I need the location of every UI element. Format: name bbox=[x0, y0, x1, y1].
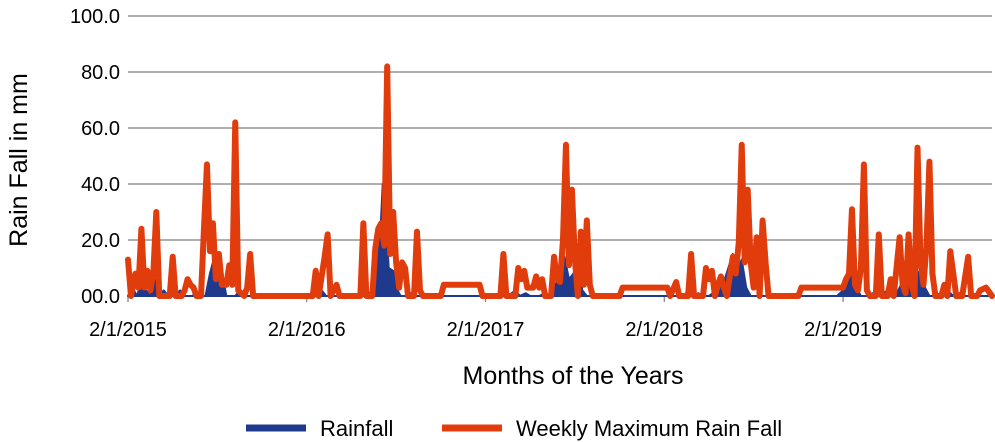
y-axis-ticks: 00.0 20.0 40.0 60.0 80.0 100.0 bbox=[70, 6, 120, 308]
y-tick-label: 60.0 bbox=[81, 118, 120, 140]
y-tick-label: 80.0 bbox=[81, 62, 120, 84]
legend: Rainfall Weekly Maximum Rain Fall bbox=[246, 416, 782, 441]
x-axis-title: Months of the Years bbox=[463, 362, 684, 390]
y-tick-label: 00.0 bbox=[81, 286, 120, 308]
x-tick-label: 2/1/2016 bbox=[268, 319, 346, 341]
x-tick-label: 2/1/2019 bbox=[804, 319, 882, 341]
y-axis-title: Rain Fall in mm bbox=[5, 73, 33, 247]
x-tick-label: 2/1/2015 bbox=[89, 319, 167, 341]
x-axis-ticks: 2/1/2015 2/1/2016 2/1/2017 2/1/2018 2/1/2019 bbox=[89, 296, 882, 341]
plot-area bbox=[125, 63, 995, 299]
series-weekly-maximum-rain-fall bbox=[125, 63, 995, 299]
y-tick-label: 100.0 bbox=[70, 6, 120, 28]
legend-label-rainfall: Rainfall bbox=[320, 416, 393, 441]
legend-label-weekly-max: Weekly Maximum Rain Fall bbox=[516, 416, 782, 441]
y-tick-label: 40.0 bbox=[81, 174, 120, 196]
x-tick-label: 2/1/2017 bbox=[447, 319, 525, 341]
x-tick-label: 2/1/2018 bbox=[625, 319, 703, 341]
y-tick-label: 20.0 bbox=[81, 230, 120, 252]
